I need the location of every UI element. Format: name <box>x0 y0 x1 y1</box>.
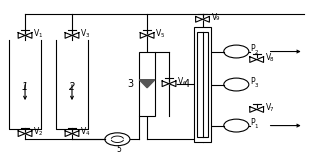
Text: V: V <box>156 29 161 38</box>
Polygon shape <box>72 131 79 137</box>
Text: 4: 4 <box>85 131 89 136</box>
Text: P: P <box>250 44 255 53</box>
Polygon shape <box>257 107 264 112</box>
Polygon shape <box>147 33 154 38</box>
Text: 3: 3 <box>127 79 133 89</box>
Polygon shape <box>257 57 264 62</box>
Text: 5: 5 <box>161 33 164 38</box>
Text: V: V <box>34 127 39 136</box>
Polygon shape <box>65 33 72 38</box>
Text: V: V <box>266 103 271 112</box>
Polygon shape <box>169 81 176 87</box>
Polygon shape <box>250 107 257 112</box>
Text: V: V <box>178 77 183 86</box>
Text: V: V <box>34 29 39 38</box>
Bar <box>197 32 208 137</box>
Text: 1: 1 <box>22 82 28 92</box>
Text: 8: 8 <box>270 57 274 62</box>
Text: 2: 2 <box>69 82 75 92</box>
Bar <box>194 27 211 142</box>
Text: V: V <box>81 29 86 38</box>
Polygon shape <box>203 16 209 22</box>
Polygon shape <box>72 33 79 38</box>
Polygon shape <box>18 131 25 137</box>
Polygon shape <box>65 131 72 137</box>
Text: 1: 1 <box>38 33 42 38</box>
Polygon shape <box>250 57 257 62</box>
Polygon shape <box>162 81 169 87</box>
Polygon shape <box>25 131 32 137</box>
Text: 3: 3 <box>85 33 89 38</box>
Polygon shape <box>25 33 32 38</box>
Text: 7: 7 <box>270 107 274 112</box>
Polygon shape <box>139 80 155 88</box>
Text: 2: 2 <box>254 50 258 55</box>
Text: V: V <box>212 13 217 22</box>
Bar <box>139 52 155 116</box>
Text: P: P <box>250 118 255 127</box>
Polygon shape <box>196 16 203 22</box>
Text: 1: 1 <box>254 124 258 129</box>
Text: 3: 3 <box>254 83 258 88</box>
Text: 2: 2 <box>38 131 42 136</box>
Polygon shape <box>140 33 147 38</box>
Text: 4: 4 <box>183 79 189 89</box>
Text: 9: 9 <box>216 16 219 21</box>
Polygon shape <box>18 33 25 38</box>
Text: P: P <box>250 77 255 86</box>
Text: V: V <box>81 127 86 136</box>
Text: 6: 6 <box>182 81 186 86</box>
Text: 5: 5 <box>116 145 121 154</box>
Text: V: V <box>266 53 271 62</box>
